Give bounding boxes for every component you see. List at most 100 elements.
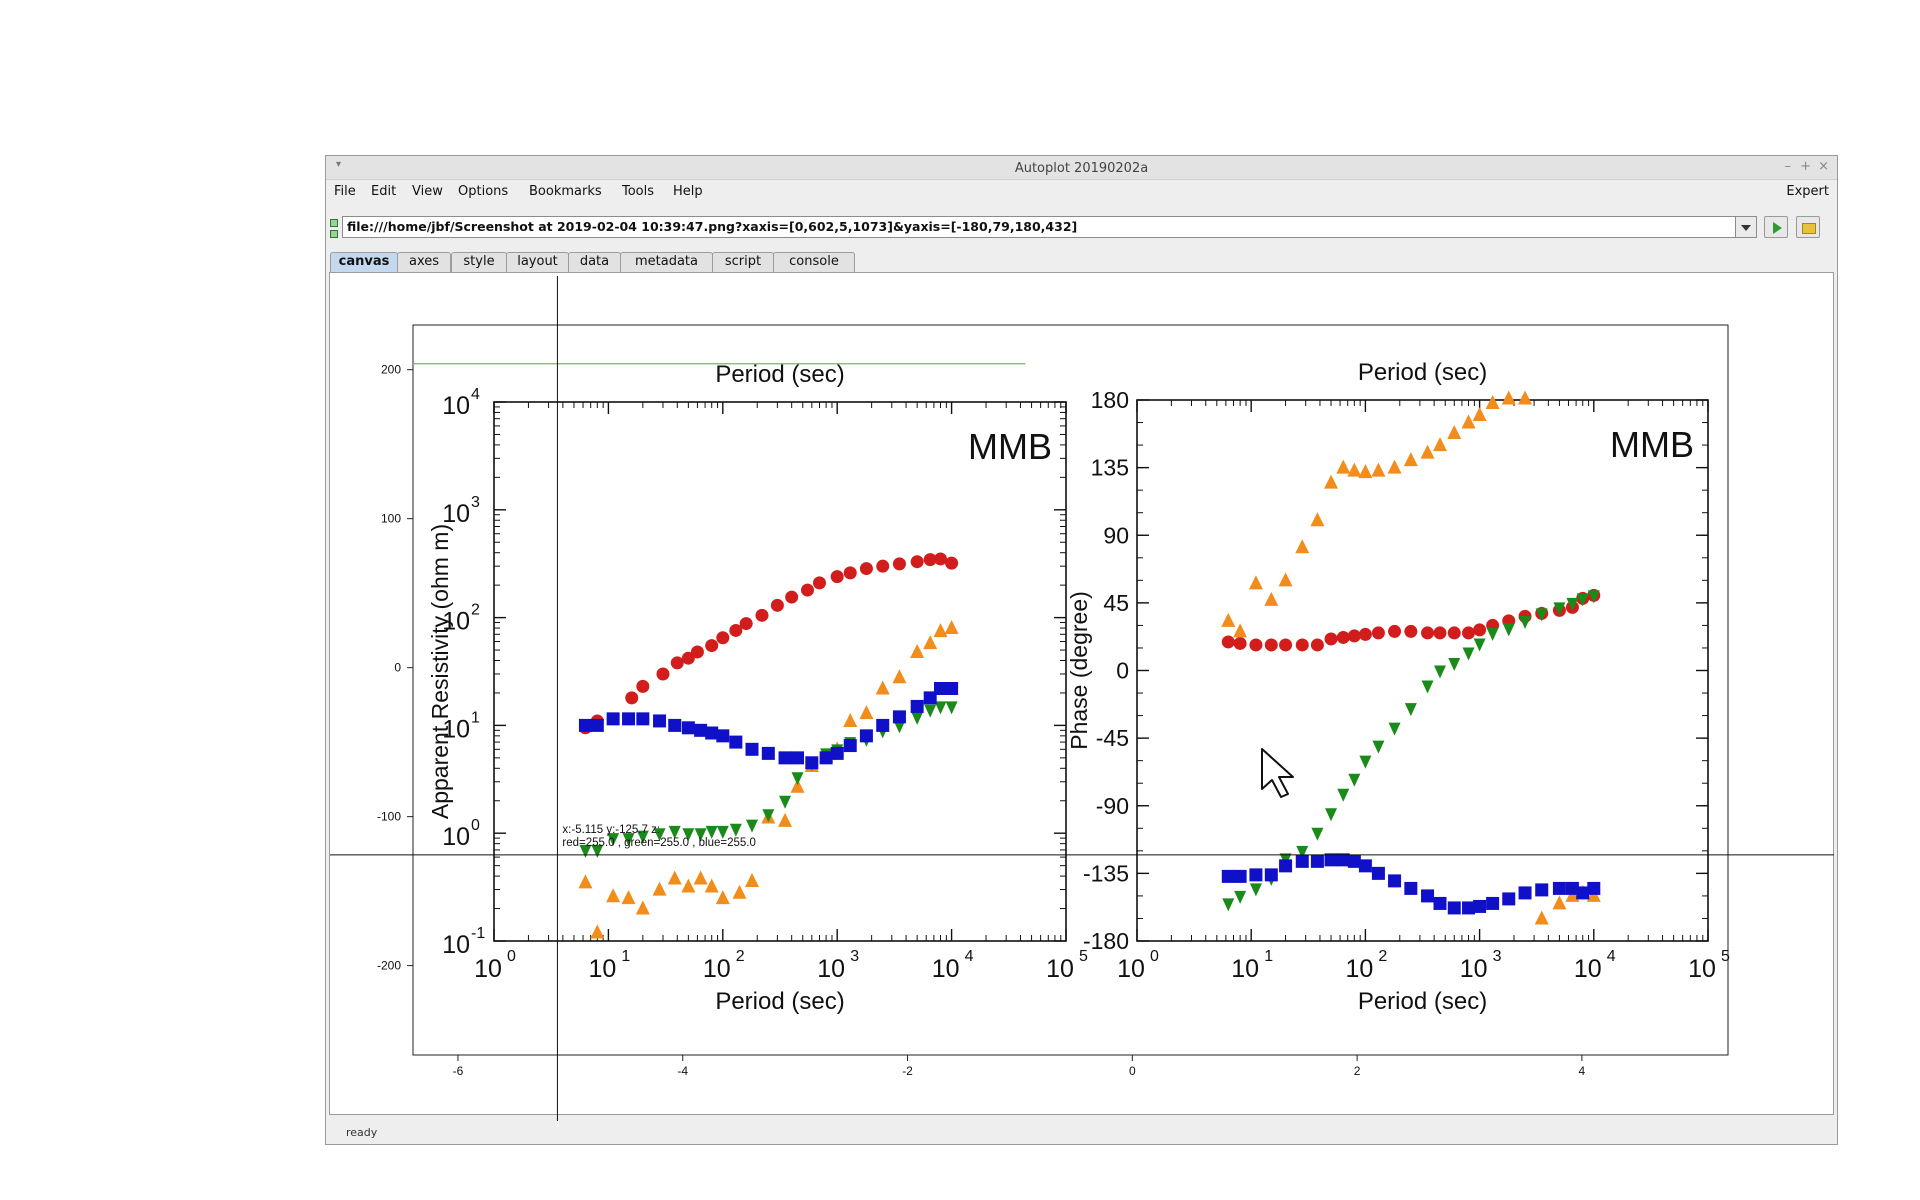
tab-canvas[interactable]: canvas [330, 252, 398, 272]
title-bar[interactable]: ▾ Autoplot 20190202a – + × [326, 156, 1837, 180]
menu-options[interactable]: Options [458, 184, 509, 199]
data-point [1296, 845, 1309, 859]
x-tick-exponent: 3 [1493, 948, 1502, 965]
data-point [1264, 591, 1279, 606]
data-point [761, 746, 775, 760]
data-point [910, 555, 924, 569]
data-point [591, 844, 604, 858]
data-point [934, 701, 947, 715]
data-point [1486, 896, 1500, 910]
menu-tools[interactable]: Tools [622, 184, 655, 199]
data-point [1279, 638, 1293, 652]
tab-console[interactable]: console [773, 252, 855, 272]
data-point [1337, 788, 1350, 802]
data-point [1404, 703, 1417, 717]
data-point [1221, 869, 1235, 883]
data-point [945, 556, 959, 570]
tab-script[interactable]: script [712, 252, 774, 272]
x-tick-exponent: 5 [1721, 948, 1730, 965]
data-point [746, 819, 759, 833]
y-tick-label: 90 [1103, 522, 1129, 548]
menu-edit[interactable]: Edit [371, 184, 397, 199]
data-point [1565, 887, 1580, 902]
data-point [579, 844, 592, 858]
data-point [1447, 901, 1461, 915]
data-point [1421, 626, 1435, 640]
plot-play-button[interactable] [1764, 216, 1788, 238]
data-point [1576, 593, 1589, 607]
data-point [705, 825, 718, 839]
x-tick-label: 10 [474, 955, 502, 983]
data-point [1324, 474, 1339, 489]
data-point [1249, 638, 1263, 652]
data-point [1358, 627, 1372, 641]
data-point [859, 705, 874, 720]
data-point [945, 681, 959, 695]
y-tick-label: 180 [1091, 387, 1129, 413]
y-tick-label: 10 [442, 715, 470, 743]
data-point [1279, 859, 1293, 873]
data-point [670, 656, 684, 670]
tab-layout[interactable]: layout [506, 252, 569, 272]
data-point [1420, 444, 1435, 459]
data-point [590, 718, 604, 732]
y-tick-label: 45 [1103, 590, 1129, 616]
data-point [1324, 632, 1338, 646]
data-point [1295, 638, 1309, 652]
y-tick-label: 135 [1091, 455, 1129, 481]
data-point [729, 623, 743, 637]
data-point [1404, 881, 1418, 895]
data-point [934, 552, 948, 566]
status-text: ready [346, 1126, 378, 1139]
data-point [729, 735, 743, 749]
open-folder-button[interactable] [1796, 216, 1820, 238]
data-point [893, 720, 906, 734]
tab-metadata[interactable]: metadata [620, 252, 713, 272]
maximize-button[interactable]: + [1800, 159, 1811, 174]
data-point [819, 751, 833, 765]
data-point [1233, 636, 1247, 650]
data-point [1462, 647, 1475, 661]
data-point [1372, 740, 1385, 754]
data-point [1473, 638, 1486, 652]
uri-input[interactable]: file:///home/jbf/Screenshot at 2019-02-0… [342, 216, 1756, 238]
data-point [705, 639, 719, 653]
close-button[interactable]: × [1818, 159, 1829, 174]
phase-panel: 10 0 10 1 10 2 10 3 10 4 10 5 180 135 90 45 0 -45 -90 -135 -… [1066, 359, 1730, 1015]
data-point [892, 710, 906, 724]
menu-view[interactable]: View [412, 184, 443, 199]
data-point [1535, 883, 1549, 897]
panel-frame [493, 401, 1067, 942]
data-point [590, 924, 605, 939]
tab-axes[interactable]: axes [397, 252, 451, 272]
data-point [681, 721, 695, 735]
data-point [1221, 612, 1236, 627]
data-point [739, 617, 753, 631]
menu-help[interactable]: Help [673, 184, 703, 199]
expert-mode-label[interactable]: Expert [1786, 184, 1829, 199]
window-menu-icon[interactable]: ▾ [336, 159, 342, 170]
tab-style[interactable]: style [451, 252, 507, 272]
minimize-button[interactable]: – [1784, 159, 1792, 174]
mouse-pointer-icon [1261, 748, 1294, 798]
y-tick-label: -90 [1096, 793, 1129, 819]
y-tick-label: 10 [442, 500, 470, 528]
data-point [635, 900, 650, 915]
data-point [681, 878, 696, 893]
data-point [653, 714, 667, 728]
tab-data[interactable]: data [568, 252, 621, 272]
uri-dropdown-button[interactable] [1735, 216, 1757, 238]
panel-title: MMB [1610, 424, 1694, 465]
data-point [910, 699, 924, 713]
data-point [1311, 827, 1324, 841]
data-point [770, 598, 784, 612]
data-point [1404, 624, 1418, 638]
data-point [729, 823, 742, 837]
y-tick-exponent: 0 [471, 817, 480, 834]
data-point [1233, 869, 1247, 883]
menu-file[interactable]: File [334, 184, 356, 199]
data-point [1421, 680, 1434, 694]
x-tick-label: 10 [1688, 955, 1716, 983]
menu-bookmarks[interactable]: Bookmarks [529, 184, 602, 199]
